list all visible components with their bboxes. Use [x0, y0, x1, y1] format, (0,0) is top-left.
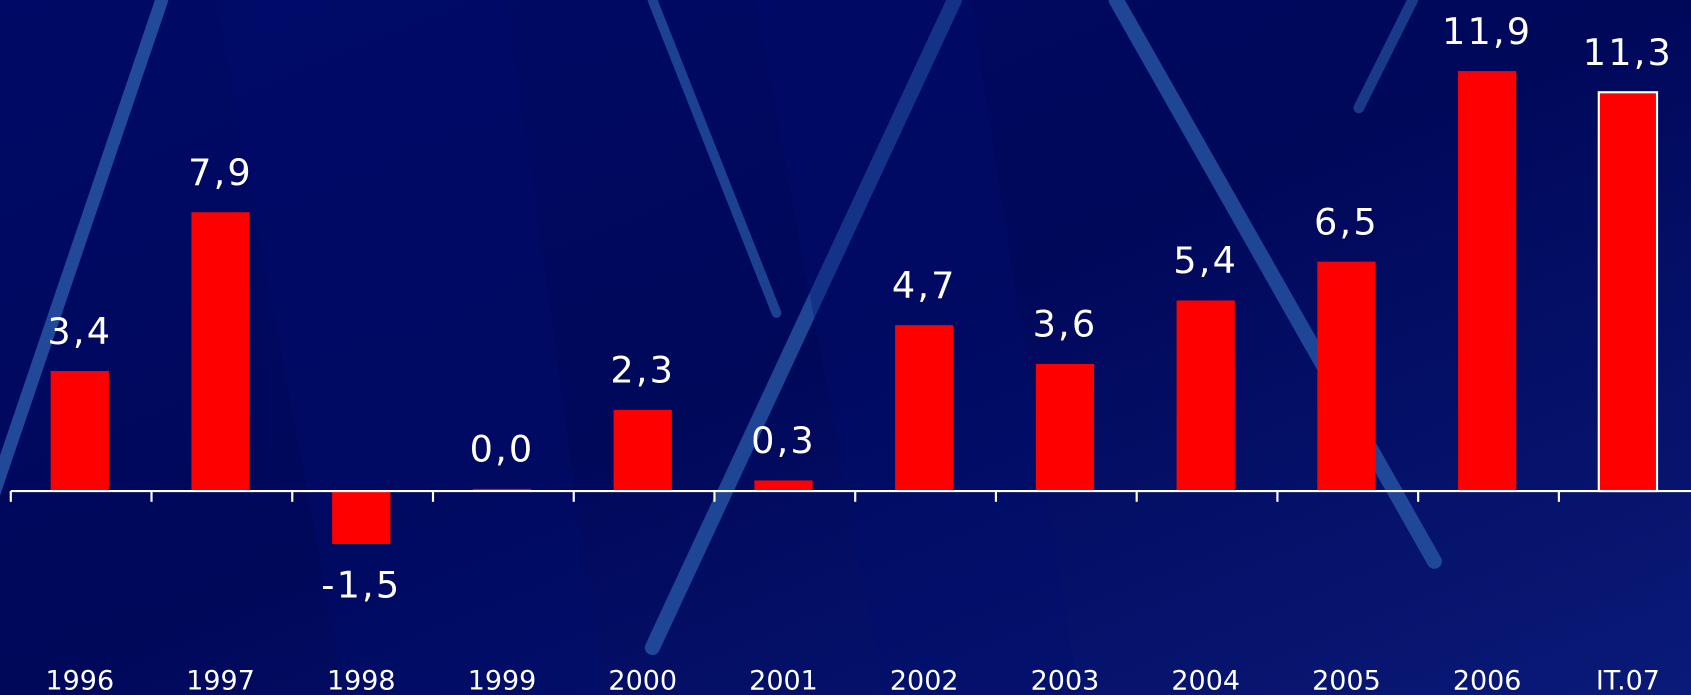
x-tick-label: 2002 — [890, 666, 959, 695]
value-label: 2,3 — [610, 349, 675, 392]
bar — [895, 325, 954, 492]
x-tick-label: 1998 — [327, 666, 396, 695]
value-label: -1,5 — [321, 564, 401, 607]
plot: 3,4 1996 7,9 1997 -1,5 1998 0,0 1999 2,3 2000 0,3 2… — [9, 10, 1691, 695]
x-tick-label: 2003 — [1031, 666, 1100, 695]
bar — [1317, 261, 1376, 492]
x-tick-label: 1996 — [45, 666, 114, 695]
value-label: 4,7 — [892, 264, 957, 307]
x-tick-label: 2000 — [608, 666, 677, 695]
value-label: 0,0 — [470, 428, 535, 471]
x-tick-label: 2004 — [1171, 666, 1240, 695]
value-label: 6,5 — [1314, 200, 1379, 243]
bar — [1176, 300, 1235, 492]
x-tick-label: 2001 — [749, 666, 818, 695]
x-tick-label: 1999 — [468, 666, 537, 695]
bar — [613, 409, 672, 492]
value-label: 3,6 — [1033, 303, 1098, 346]
x-tick-label: 1997 — [186, 666, 255, 695]
x-tick-label: 2006 — [1453, 666, 1522, 695]
bar — [50, 371, 109, 492]
bar — [754, 480, 813, 492]
value-label: 0,3 — [751, 419, 816, 462]
bar — [1035, 363, 1095, 492]
value-label: 11,9 — [1442, 10, 1532, 53]
x-tick-label: IT.07 — [1596, 666, 1660, 695]
bar — [332, 491, 391, 544]
bar — [191, 212, 250, 492]
value-label: 7,9 — [188, 151, 253, 194]
value-label: 11,3 — [1583, 31, 1673, 74]
value-label: 5,4 — [1173, 239, 1238, 282]
x-tick-label: 2005 — [1312, 666, 1381, 695]
bar — [1458, 71, 1517, 492]
bar — [1597, 91, 1659, 493]
value-label: 3,4 — [47, 310, 112, 353]
